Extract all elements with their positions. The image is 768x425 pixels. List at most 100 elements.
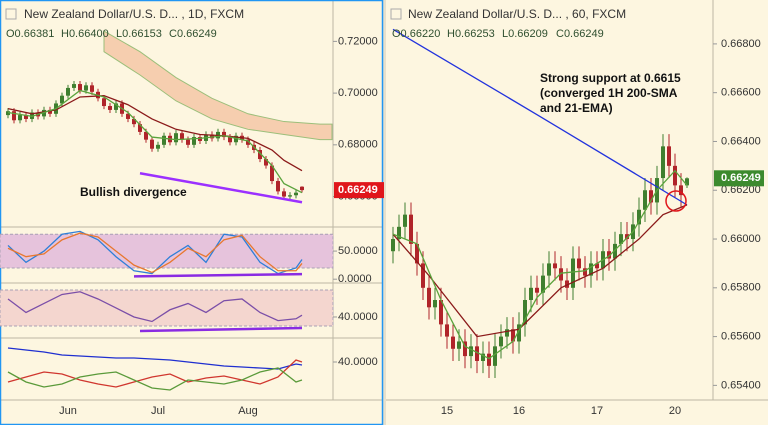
- last-price-box: [334, 182, 384, 199]
- y-tick-label: 50.0000: [338, 245, 378, 257]
- candle-body: [150, 139, 154, 149]
- candle-body: [433, 300, 437, 308]
- y-tick-label: 0.65800: [721, 282, 761, 294]
- candle-body: [661, 146, 665, 179]
- candle-body: [517, 324, 521, 342]
- annotation: Strong support at 0.6615: [540, 71, 681, 85]
- candle-body: [270, 165, 274, 182]
- y-tick-label: 0.66200: [721, 184, 761, 196]
- chart-title: New Zealand Dollar/U.S. D... , 1D, FXCM: [24, 7, 244, 21]
- candle-body: [505, 329, 509, 337]
- candle-body: [613, 243, 617, 259]
- candle-body: [559, 268, 563, 281]
- candle-body: [180, 133, 184, 140]
- last-price-label: 0.66249: [338, 184, 378, 196]
- candle-body: [607, 251, 611, 259]
- y-tick-label: 0.66000: [721, 233, 761, 245]
- candle-body: [60, 95, 64, 104]
- candle-body: [294, 192, 298, 196]
- candle-body: [162, 135, 166, 145]
- ohlc-high: H0.66253: [447, 28, 495, 40]
- y-tick-label: 0.65600: [721, 330, 761, 342]
- indicator-line: [7, 89, 303, 194]
- last-price-box: [714, 170, 764, 187]
- indicator-line: [7, 347, 303, 370]
- candle-body: [535, 287, 539, 293]
- candle-body: [673, 165, 677, 186]
- indicator-line: [7, 230, 303, 275]
- ohlc-low: L0.66153: [116, 28, 162, 40]
- candle-body: [643, 190, 647, 210]
- ohlc-open: O0.66220: [392, 28, 440, 40]
- candle-body: [553, 263, 557, 269]
- x-tick-label: Aug: [238, 405, 258, 417]
- candle-body: [282, 191, 286, 197]
- indicator-band: [0, 233, 334, 269]
- candle-body: [667, 146, 671, 166]
- ohlc-close: C0.66249: [556, 28, 604, 40]
- indicator-line: [7, 232, 303, 274]
- candle-body: [493, 346, 497, 366]
- candle-body: [288, 195, 292, 197]
- candle-body: [72, 84, 76, 88]
- annotation: Bullish divergence: [80, 185, 187, 199]
- candle-body: [619, 234, 623, 244]
- candle-body: [463, 341, 467, 357]
- support-circle: [665, 190, 687, 212]
- y-tick-label: 0.65400: [721, 379, 761, 391]
- trend-line: [133, 272, 303, 278]
- candle-body: [475, 346, 479, 361]
- indicator-line: [392, 28, 688, 206]
- candle-body: [108, 106, 112, 110]
- last-price-label: 0.66249: [721, 172, 761, 184]
- y-tick-label: 0.0000: [338, 273, 372, 285]
- candle-body: [481, 353, 485, 361]
- chart-content: 0.72000 0.70000 0.68000 0.66000 Jun Jul Aug 0.6…: [0, 28, 764, 417]
- candle-body: [12, 111, 16, 121]
- indicator-line: [7, 291, 303, 323]
- trend-line: [139, 172, 303, 204]
- candle-body: [126, 113, 130, 119]
- candle-body: [228, 137, 232, 143]
- candle-body: [48, 109, 52, 114]
- x-tick-label: 16: [513, 405, 525, 417]
- candle-body: [90, 85, 94, 92]
- chart-icon: [5, 8, 17, 20]
- candle-body: [547, 263, 551, 276]
- candle-body: [541, 275, 545, 293]
- x-tick-label: Jun: [59, 405, 77, 417]
- x-tick-label: Jul: [151, 405, 165, 417]
- candle-body: [439, 300, 443, 325]
- candle-body: [595, 263, 599, 269]
- candle-body: [511, 329, 515, 342]
- candle-body: [300, 186, 304, 191]
- y-tick-label: 0.66800: [721, 38, 761, 50]
- candle-body: [625, 234, 629, 240]
- candle-body: [421, 263, 425, 288]
- x-tick-label: 15: [441, 405, 453, 417]
- candle-body: [571, 258, 575, 288]
- candle-body: [78, 84, 82, 91]
- candle-body: [523, 300, 527, 325]
- candle-body: [565, 280, 569, 288]
- candle-body: [499, 336, 503, 347]
- y-tick-label: 0.72000: [338, 35, 378, 47]
- candle-body: [156, 144, 160, 149]
- candle-body: [397, 226, 401, 240]
- ohlc-low: L0.66209: [502, 28, 548, 40]
- candle-body: [415, 243, 419, 264]
- candle-body: [391, 239, 395, 252]
- chart-title: New Zealand Dollar/U.S. D... , 60, FXCM: [408, 7, 626, 21]
- candle-body: [445, 324, 449, 337]
- candle-body: [649, 190, 653, 203]
- y-tick-label: 40.0000: [338, 311, 378, 323]
- trend-line: [139, 326, 303, 333]
- candle-body: [403, 214, 407, 227]
- candle-body: [24, 115, 28, 119]
- candle-body: [451, 336, 455, 349]
- candle-body: [18, 115, 22, 121]
- candle-body: [246, 139, 250, 145]
- candle-body: [427, 287, 431, 308]
- candle-body: [66, 87, 70, 96]
